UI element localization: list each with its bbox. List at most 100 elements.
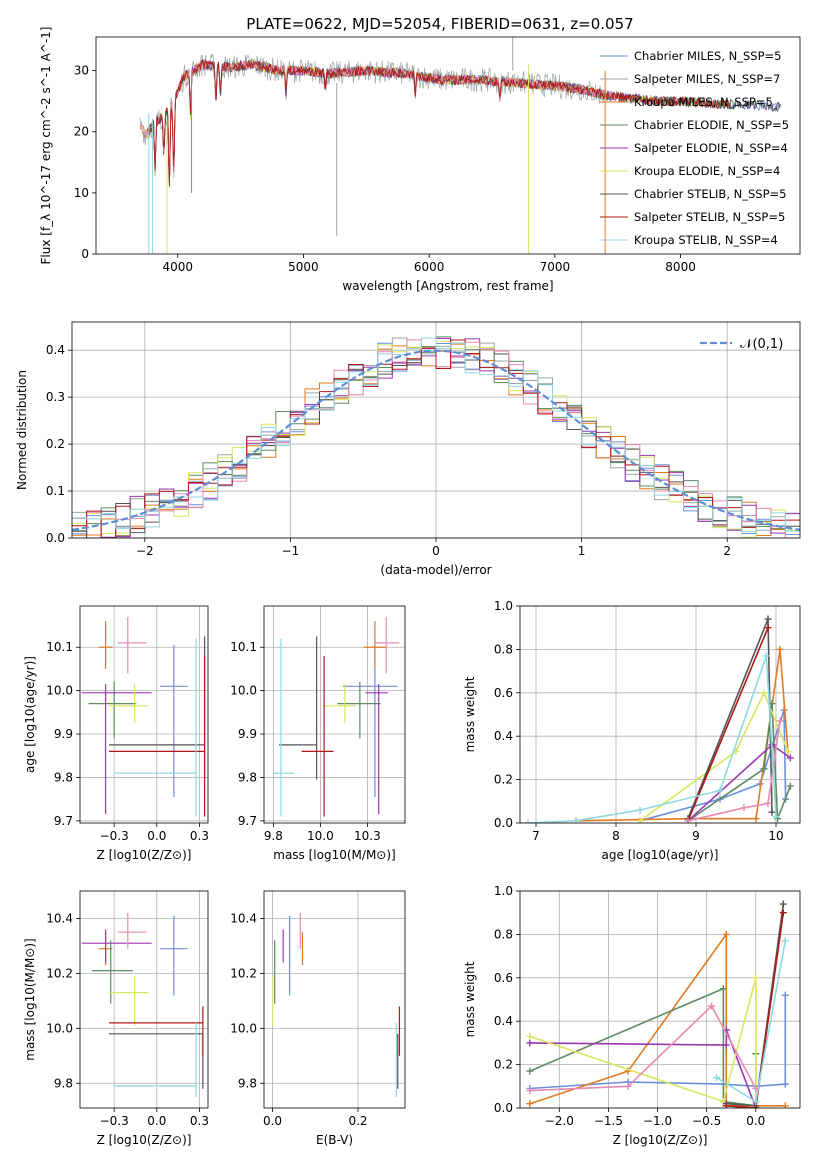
y-tick-label: 1.0 bbox=[494, 599, 513, 613]
errorbar-point bbox=[279, 636, 318, 780]
x-tick-label: 9.8 bbox=[264, 829, 283, 843]
weight-series-marker bbox=[624, 1082, 632, 1090]
y-tick-label: 0.0 bbox=[494, 816, 513, 830]
y-tick-label: 0.4 bbox=[494, 729, 513, 743]
weight-series-marker bbox=[784, 747, 792, 755]
y-tick-label: 10 bbox=[74, 186, 89, 200]
panel-weight_vs_Z: −2.0 −1.5 −1.0 −0.5 0.0 0.0 0.2 0.4 0.6 0.8 1.0 Z [… bbox=[463, 884, 801, 1147]
weight-series-line bbox=[529, 977, 757, 1103]
gridlines bbox=[520, 605, 800, 824]
x-tick-label: 0.0 bbox=[746, 1114, 765, 1128]
y-axis-label: age [log10(age/yr)] bbox=[23, 656, 37, 773]
weight-series-marker bbox=[716, 786, 724, 794]
legend-entry: Chabrier STELIB, N_SSP=5 bbox=[600, 187, 786, 201]
y-tick-label: 10.1 bbox=[46, 640, 73, 654]
x-tick-label: 0.2 bbox=[348, 1114, 367, 1128]
legend-label: Chabrier ELODIE, N_SSP=5 bbox=[634, 118, 789, 132]
y-tick-label: 9.8 bbox=[238, 1076, 257, 1090]
axes-frame bbox=[263, 890, 406, 1109]
errorbar-point bbox=[160, 645, 188, 797]
weight-series-marker bbox=[722, 1102, 730, 1108]
y-tick-label: 0.4 bbox=[46, 343, 65, 357]
y-tick-label: 9.8 bbox=[238, 770, 257, 784]
errorbar-point bbox=[114, 1022, 197, 1098]
legend-label: Kroupa ELODIE, N_SSP=4 bbox=[634, 164, 780, 178]
legend-label: Chabrier STELIB, N_SSP=5 bbox=[634, 187, 786, 201]
weight-series-marker bbox=[752, 974, 760, 982]
weight-series-marker bbox=[772, 812, 780, 820]
gridlines bbox=[80, 891, 208, 1108]
x-tick-label: 6000 bbox=[414, 260, 445, 274]
y-tick-label: 9.9 bbox=[54, 727, 73, 741]
legend-entry: Salpeter ELODIE, N_SSP=4 bbox=[600, 141, 788, 155]
errorbar-point bbox=[91, 940, 133, 1004]
x-tick-label: −1.5 bbox=[594, 1114, 623, 1128]
y-tick-label: 30 bbox=[74, 64, 89, 78]
legend-entry: Kroupa MILES, N_SSP=5 bbox=[600, 95, 773, 109]
x-axis-label: E(B-V) bbox=[316, 1133, 353, 1147]
y-tick-label: 0.4 bbox=[494, 1014, 513, 1028]
weight-series-marker bbox=[760, 765, 768, 773]
x-tick-label: 0 bbox=[432, 544, 440, 558]
gaussian-curve bbox=[72, 349, 800, 531]
spectrum-series-line bbox=[142, 58, 606, 172]
x-tick-label: 0.0 bbox=[147, 829, 166, 843]
weight-series-marker bbox=[760, 689, 768, 697]
y-tick-label: 10.0 bbox=[46, 1021, 73, 1035]
errorbar-point bbox=[117, 912, 147, 949]
weight-series-marker bbox=[526, 1067, 534, 1075]
y-tick-label: 0.2 bbox=[494, 1058, 513, 1072]
gridlines bbox=[264, 891, 405, 1108]
y-tick-label: 0.2 bbox=[494, 773, 513, 787]
x-tick-label: 1 bbox=[578, 544, 586, 558]
y-axis-label: mass weight bbox=[463, 676, 477, 752]
weight-series-marker bbox=[722, 930, 730, 938]
y-tick-label: 9.9 bbox=[238, 727, 257, 741]
y-tick-label: 10.1 bbox=[230, 640, 257, 654]
axes-frame bbox=[79, 890, 209, 1109]
legend-entry: Salpeter MILES, N_SSP=7 bbox=[600, 72, 780, 86]
x-tick-label: −1.0 bbox=[643, 1114, 672, 1128]
weight-series-line bbox=[726, 912, 785, 1108]
errorbar-point bbox=[109, 655, 206, 817]
x-tick-label: 9 bbox=[692, 829, 700, 843]
x-axis-label: age [log10(age/yr)] bbox=[602, 848, 719, 862]
spectrum-legend: Chabrier MILES, N_SSP=5 Salpeter MILES, N… bbox=[600, 49, 789, 247]
errorbar-point bbox=[301, 655, 334, 817]
axes-frame bbox=[519, 605, 801, 824]
plot-area bbox=[526, 900, 789, 1108]
gridlines bbox=[520, 890, 800, 1109]
y-tick-label: 10.2 bbox=[230, 966, 257, 980]
legend-entry: Chabrier ELODIE, N_SSP=5 bbox=[600, 118, 789, 132]
weight-series-line bbox=[639, 690, 789, 822]
y-axis-label: Normed distribution bbox=[15, 370, 29, 490]
axes-frame bbox=[79, 605, 209, 824]
legend-entry: Kroupa STELIB, N_SSP=4 bbox=[600, 233, 778, 247]
legend-label: Kroupa MILES, N_SSP=5 bbox=[634, 95, 773, 109]
y-tick-label: 0.0 bbox=[494, 1101, 513, 1115]
weight-series-marker bbox=[526, 1032, 534, 1040]
weight-series-marker bbox=[768, 808, 776, 816]
weight-series-marker bbox=[712, 1074, 720, 1082]
weight-series-marker bbox=[781, 991, 789, 999]
weight-series-marker bbox=[752, 1104, 760, 1108]
weight-series-marker bbox=[752, 1097, 760, 1105]
y-tick-label: 20 bbox=[74, 125, 89, 139]
y-tick-label: 0.6 bbox=[494, 686, 513, 700]
weight-series-marker bbox=[722, 1041, 730, 1049]
x-tick-label: 7 bbox=[532, 829, 540, 843]
errorbar-point bbox=[98, 621, 113, 669]
y-tick-label: 1.0 bbox=[494, 884, 513, 898]
weight-series-marker bbox=[708, 1002, 716, 1010]
x-tick-label: 0.3 bbox=[190, 829, 209, 843]
panel-spectrum: 4000 5000 6000 7000 8000 0 10 20 30 wavelength [A… bbox=[39, 27, 801, 293]
legend-label: Salpeter MILES, N_SSP=7 bbox=[634, 72, 780, 86]
errorbar-point bbox=[117, 616, 147, 674]
x-axis-label: mass [log10(M/M⊙)] bbox=[273, 848, 395, 862]
panel-weight_vs_age: 7 8 9 10 0.0 0.2 0.4 0.6 0.8 1.0 age [log10(age/yr… bbox=[463, 599, 801, 862]
x-tick-label: 4000 bbox=[162, 260, 193, 274]
weight-series-marker bbox=[719, 985, 727, 993]
y-tick-label: 9.7 bbox=[54, 814, 73, 828]
x-tick-label: 2 bbox=[723, 544, 731, 558]
